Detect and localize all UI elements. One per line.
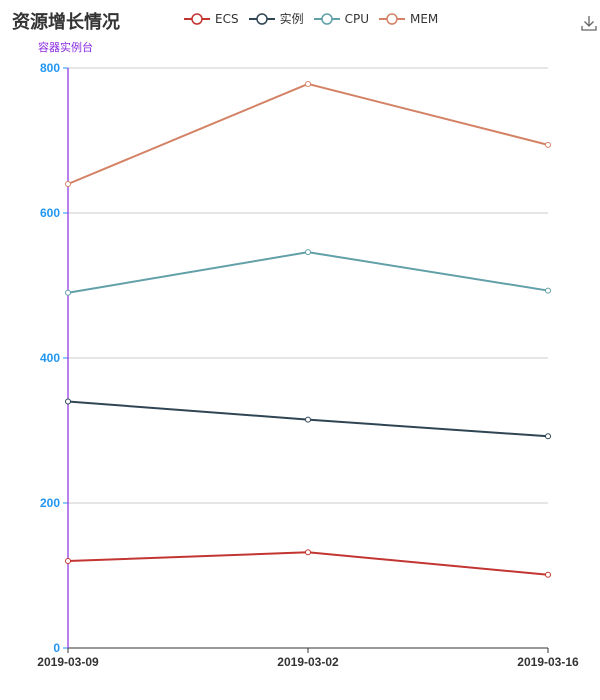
y-tick-label-0: 0 xyxy=(53,641,60,655)
legend-swatch-mem xyxy=(379,12,405,25)
legend-label-instance: 实例 xyxy=(279,12,304,26)
y-tick-label-200: 200 xyxy=(40,496,60,510)
data-point-3-1 xyxy=(305,80,311,87)
data-point-0-0 xyxy=(65,558,71,564)
data-point-3-0 xyxy=(65,181,71,187)
series-line-2 xyxy=(67,251,549,294)
legend-swatch-ecs xyxy=(184,12,210,25)
series-line-3 xyxy=(67,82,549,185)
series-line-0 xyxy=(67,551,549,576)
chart-title: 资源增长情况 xyxy=(12,12,120,33)
legend-item-instance[interactable]: 实例 xyxy=(248,10,304,27)
data-point-2-1 xyxy=(305,249,311,256)
data-point-1-0 xyxy=(65,398,71,405)
legend-item-ecs[interactable]: ECS xyxy=(184,12,239,26)
legend-label-mem: MEM xyxy=(410,11,439,26)
y-tick-label-800: 800 xyxy=(40,61,60,75)
download-icon xyxy=(581,16,597,31)
x-tick-label-2: 2019-03-16 xyxy=(517,655,579,669)
legend-item-mem[interactable]: MEM xyxy=(379,12,438,26)
legend-label-ecs: ECS xyxy=(215,11,239,26)
data-point-3-2 xyxy=(545,141,551,148)
data-point-1-1 xyxy=(305,416,311,423)
data-point-0-1 xyxy=(305,549,311,556)
legend-swatch-cpu xyxy=(313,12,340,25)
data-point-1-2 xyxy=(545,433,551,440)
x-tick-label-1: 2019-03-02 xyxy=(277,655,339,669)
legend: ECS 实例 CPU MEM xyxy=(184,10,438,27)
legend-label-cpu: CPU xyxy=(344,11,369,26)
y-axis-title: 容器实例台 xyxy=(38,41,93,54)
legend-item-cpu[interactable]: CPU xyxy=(313,11,369,26)
data-point-2-0 xyxy=(65,289,71,296)
y-tick-label-600: 600 xyxy=(40,206,60,220)
data-point-0-2 xyxy=(545,571,551,578)
x-tick-label-0: 2019-03-09 xyxy=(37,655,99,669)
y-tick-label-400: 400 xyxy=(40,351,60,365)
download-button[interactable] xyxy=(580,14,598,32)
legend-swatch-instance xyxy=(248,12,275,25)
data-point-2-2 xyxy=(545,287,551,294)
